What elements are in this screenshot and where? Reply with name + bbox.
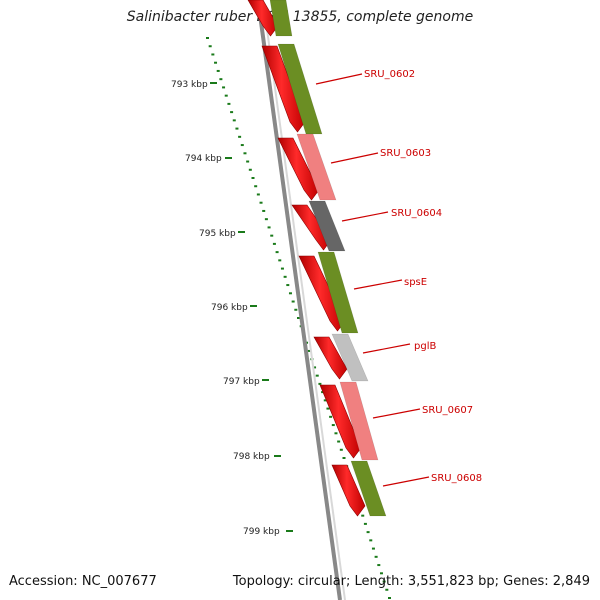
label-leader <box>382 476 430 487</box>
gene-segment <box>277 43 323 135</box>
kbp-label: 798 kbp <box>233 452 270 462</box>
label-leader <box>315 73 363 85</box>
gene-label: spsE <box>404 277 427 288</box>
summary-text: Topology: circular; Length: 3,551,823 bp… <box>232 574 590 589</box>
red-gene-track <box>247 0 366 517</box>
gene-segment <box>350 460 387 517</box>
gene-label: SRU_0607 <box>422 405 473 416</box>
gene-label: SRU_0608 <box>431 473 482 484</box>
gene-color-track <box>269 0 387 517</box>
kbp-label: 795 kbp <box>199 229 236 239</box>
red-gene-arrow <box>277 137 320 201</box>
backbone-inner <box>262 0 346 600</box>
red-gene-arrow <box>261 45 306 133</box>
backbone-outer <box>256 0 342 600</box>
label-leader <box>372 408 421 419</box>
gene-label: SRU_0602 <box>364 69 415 80</box>
gene-label: pglB <box>414 341 436 352</box>
red-gene-arrow <box>247 0 279 37</box>
gene-segment <box>269 0 293 37</box>
label-leader <box>341 211 389 222</box>
gene-segment <box>317 251 359 334</box>
kbp-label: 796 kbp <box>211 303 248 313</box>
gene-segment <box>331 333 369 382</box>
gene-label: SRU_0603 <box>380 148 431 159</box>
red-gene-arrow <box>319 384 362 459</box>
label-leader <box>362 343 411 354</box>
accession-text: Accession: NC_007677 <box>9 574 157 589</box>
kbp-label: 793 kbp <box>171 80 208 90</box>
red-gene-arrow <box>331 464 366 517</box>
backbone-line <box>256 0 346 600</box>
red-gene-arrow <box>313 336 348 380</box>
gene-segment <box>308 200 346 252</box>
kbp-label: 799 kbp <box>243 527 280 537</box>
gene-label: SRU_0604 <box>391 208 442 219</box>
gene-segment <box>339 381 379 461</box>
kbp-label: 797 kbp <box>223 377 260 387</box>
label-leader <box>330 152 379 164</box>
label-leader <box>353 279 403 290</box>
map-title: Salinibacter ruber DSM 13855, complete g… <box>126 9 474 25</box>
kbp-labels: 793 kbp 794 kbp 795 kbp 796 kbp 797 kbp 798 k… <box>171 80 293 537</box>
gene-segment <box>296 133 337 201</box>
gene-labels: SRU_0602 SRU_0603 SRU_0604 spsE pglB SRU_0607… <box>315 69 482 487</box>
kbp-label: 794 kbp <box>185 154 222 164</box>
